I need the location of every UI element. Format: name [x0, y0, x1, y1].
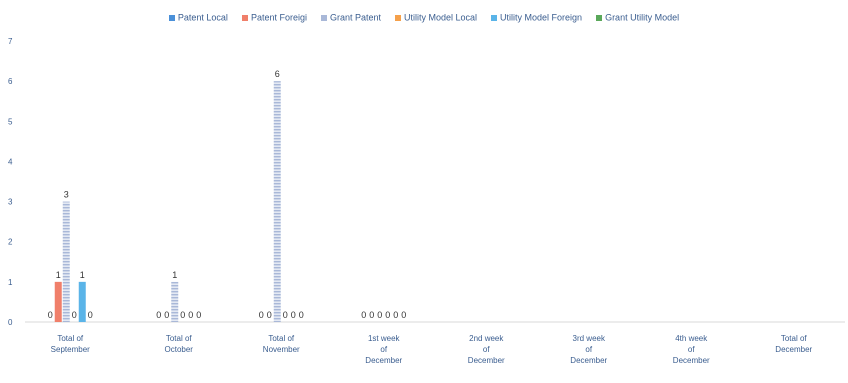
- y-tick-label: 7: [8, 37, 13, 46]
- legend-swatch: [491, 14, 498, 21]
- x-category-label: Total of: [166, 334, 193, 343]
- x-category-label: December: [570, 356, 607, 365]
- x-category-label: of: [585, 345, 592, 354]
- data-label: 0: [259, 310, 264, 320]
- x-category-label: of: [688, 345, 695, 354]
- y-tick-label: 5: [8, 117, 13, 126]
- data-label: 0: [291, 310, 296, 320]
- bar: [273, 81, 281, 323]
- data-label: 0: [156, 310, 161, 320]
- data-label: 0: [88, 310, 93, 320]
- x-category-label: December: [775, 345, 812, 354]
- data-label: 0: [196, 310, 201, 320]
- x-category-label: Total of: [268, 334, 295, 343]
- y-tick-label: 2: [8, 238, 13, 247]
- legend-label: Utility Model Local: [404, 12, 478, 23]
- legend-swatch: [395, 14, 401, 21]
- legend-label: Patent Local: [177, 12, 228, 23]
- data-label: 0: [377, 310, 382, 320]
- x-category-label: 2nd week: [469, 334, 504, 343]
- data-label: 0: [385, 310, 390, 320]
- legend-label: Grant Utility Model: [605, 12, 680, 23]
- data-label: 0: [283, 310, 288, 320]
- legend-label: Utility Model Foreign: [500, 12, 583, 23]
- data-label: 0: [188, 310, 193, 320]
- bar: [171, 281, 179, 322]
- legend-label: Grant Patent: [329, 12, 381, 23]
- legend-swatch: [596, 14, 603, 21]
- x-category-label: December: [365, 356, 402, 365]
- data-label: 1: [80, 270, 85, 280]
- x-category-label: 1st week: [368, 334, 401, 343]
- data-label: 0: [267, 310, 272, 320]
- data-label: 0: [299, 310, 304, 320]
- legend-item: Utility Model Local: [395, 12, 477, 23]
- y-tick-label: 0: [8, 318, 13, 327]
- legend-swatch: [320, 14, 327, 21]
- data-label: 6: [275, 69, 280, 79]
- legend-label: Patent Foreigi: [250, 12, 307, 23]
- bar: [78, 281, 86, 322]
- data-label: 0: [164, 310, 169, 320]
- y-tick-label: 3: [8, 198, 13, 207]
- legend-item: Patent Local: [168, 12, 228, 23]
- bar: [54, 281, 62, 322]
- legend-swatch: [168, 14, 175, 21]
- x-category-label: 3rd week: [573, 334, 606, 343]
- data-label: 0: [72, 310, 77, 320]
- data-label: 0: [180, 310, 185, 320]
- data-label: 1: [172, 270, 177, 280]
- x-category-label: Total of: [781, 334, 808, 343]
- legend-item: Utility Model Foreign: [491, 12, 582, 23]
- legend-swatch: [241, 14, 248, 21]
- chart-legend: Patent Local Patent Foreigi Grant Patent Ut…: [0, 12, 848, 23]
- y-tick-label: 6: [8, 77, 13, 86]
- x-category-label: of: [483, 345, 490, 354]
- x-category-label: of: [380, 345, 387, 354]
- y-tick-label: 1: [8, 278, 13, 287]
- bar: [62, 201, 70, 322]
- legend-item: Grant Patent: [320, 12, 381, 23]
- x-category-label: September: [51, 345, 90, 354]
- data-label: 0: [361, 310, 366, 320]
- data-label: 0: [48, 310, 53, 320]
- x-category-label: December: [673, 356, 710, 365]
- x-category-label: 4th week: [675, 334, 708, 343]
- data-label: 0: [369, 310, 374, 320]
- x-category-label: Total of: [57, 334, 84, 343]
- y-tick-label: 4: [8, 157, 13, 166]
- data-label: 0: [401, 310, 406, 320]
- data-label: 3: [64, 190, 69, 200]
- x-category-label: December: [468, 356, 505, 365]
- data-label: 1: [56, 270, 61, 280]
- data-label: 0: [393, 310, 398, 320]
- legend-item: Patent Foreigi: [241, 12, 307, 23]
- legend-item: Grant Utility Model: [596, 12, 679, 23]
- x-category-label: October: [165, 345, 194, 354]
- x-category-label: November: [263, 345, 300, 354]
